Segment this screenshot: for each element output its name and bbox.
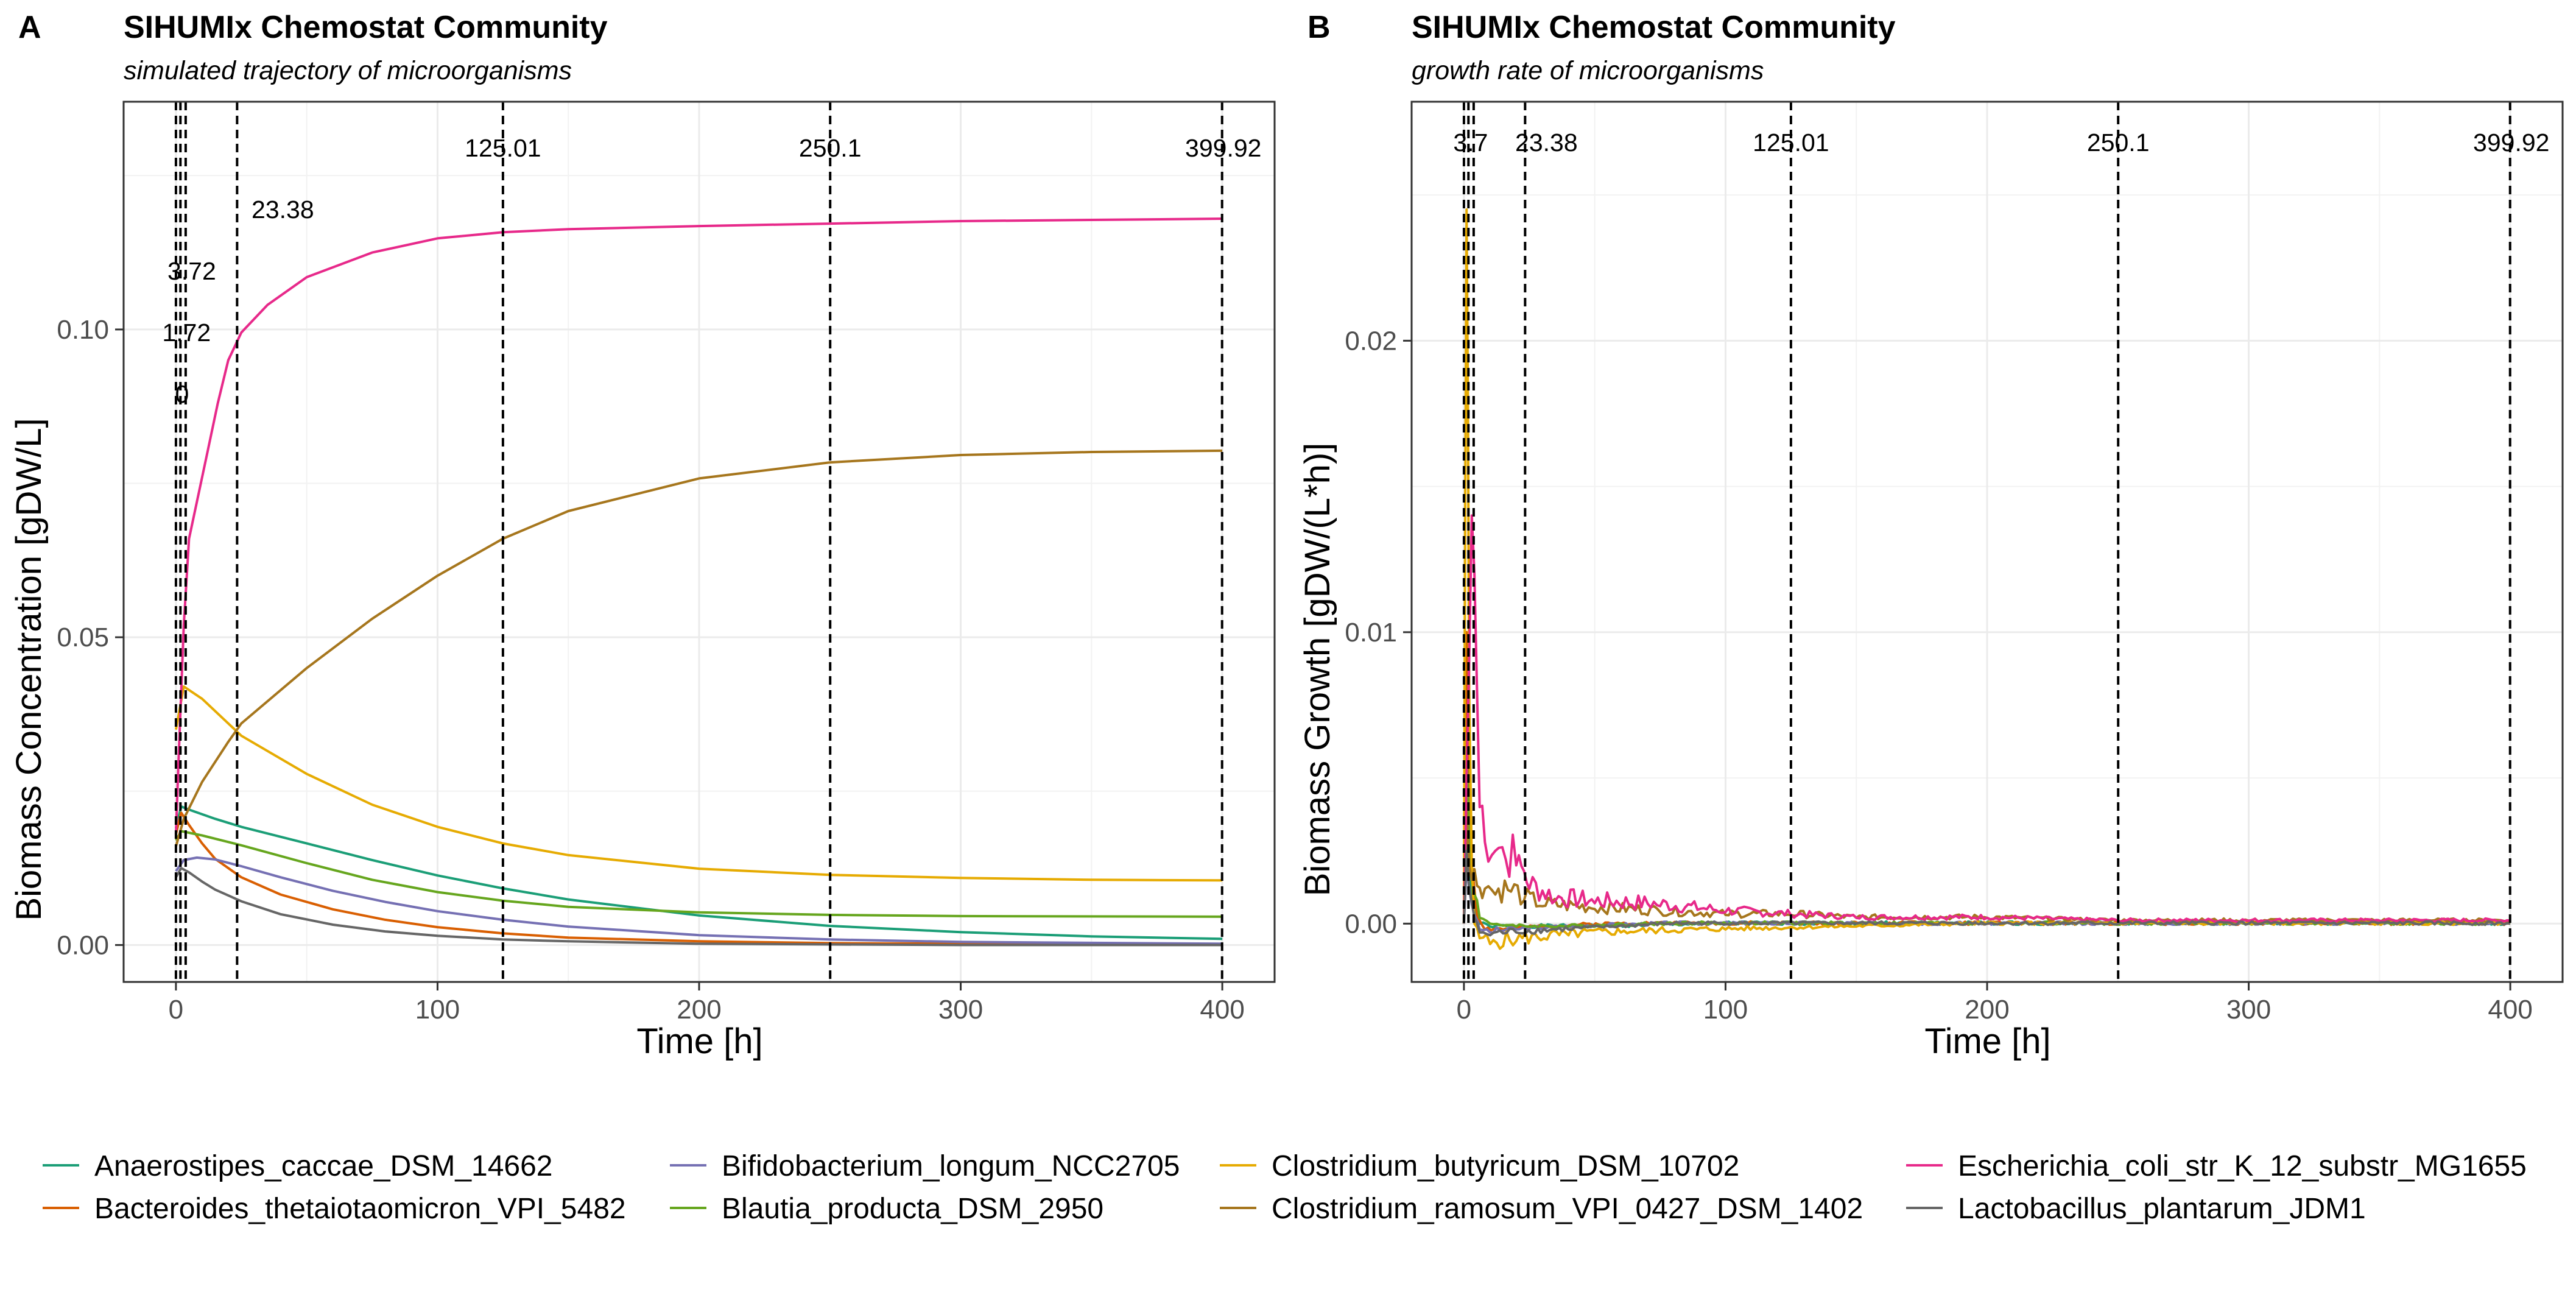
panel-b-letter: B: [1307, 10, 1331, 45]
panel-a-y-tick-label: 0.00: [57, 930, 109, 960]
panel-b-subtitle: growth rate of microorganisms: [1412, 56, 1764, 85]
panel-b-y-axis-title: Biomass Growth [gDW/(L*h)]: [1298, 443, 1337, 897]
legend-item: Clostridium_butyricum_DSM_10702: [1220, 1150, 1739, 1182]
panel-b-x-axis-title: Time [h]: [1924, 1022, 2050, 1061]
panel-b-vline-label: 250.1: [2087, 129, 2150, 157]
panel-b-x-tick-label: 100: [1703, 995, 1748, 1025]
panel-a-x-tick-label: 300: [938, 995, 983, 1025]
legend-label: Bacteroides_thetaiotaomicron_VPI_5482: [94, 1193, 626, 1225]
panel-a-series-line: [175, 856, 1223, 945]
panel-a-series-line: [174, 685, 1223, 882]
panel-a-y-axis-title: Biomass Concentration [gDW/L]: [9, 418, 49, 920]
panel-a-series-line: [174, 805, 1223, 941]
panel-b-title: SIHUMIx Chemostat Community: [1412, 10, 1896, 45]
panel-a-title: SIHUMIx Chemostat Community: [124, 10, 608, 45]
panel-b-y-tick-label: 0.01: [1345, 618, 1397, 648]
panel-a-plot: 01.723.7223.38125.01250.1399.92010020030…: [57, 101, 1276, 1025]
panel-a-vline-label: 250.1: [799, 134, 862, 162]
panel-b-vline-label: 399.92: [2473, 129, 2549, 157]
panel-b-series-line: [1462, 849, 2511, 937]
legend-label: Anaerostipes_caccae_DSM_14662: [94, 1150, 552, 1182]
legend-item: Bifidobacterium_longum_NCC2705: [670, 1150, 1180, 1182]
panel-b-x-tick-label: 200: [1965, 995, 2009, 1025]
panel-a-y-tick-label: 0.10: [57, 315, 109, 345]
panel-a-series-line: [174, 449, 1223, 847]
panel-b-vline-label: 23.38: [1515, 129, 1578, 157]
legend-label: Lactobacillus_plantarum_JDM1: [1958, 1193, 2366, 1225]
legend-label: Clostridium_butyricum_DSM_10702: [1272, 1150, 1739, 1182]
legend-item: Anaerostipes_caccae_DSM_14662: [43, 1150, 552, 1182]
legend-label: Bifidobacterium_longum_NCC2705: [722, 1150, 1180, 1182]
panel-b-x-tick-label: 400: [2488, 995, 2532, 1025]
panel-a-x-tick-label: 200: [677, 995, 721, 1025]
panel-a-vline-label: 23.38: [252, 196, 314, 224]
panel-a-subtitle: simulated trajectory of microorganisms: [124, 56, 572, 85]
legend-item: Escherichia_coli_str_K_12_substr_MG1655: [1906, 1150, 2527, 1182]
panel-b-vline-label: 125.01: [1753, 129, 1829, 157]
panel-b-y-tick-label: 0.02: [1345, 326, 1397, 356]
legend-item: Lactobacillus_plantarum_JDM1: [1906, 1193, 2366, 1225]
panel-a-x-tick-label: 0: [169, 995, 183, 1025]
panel-a-series-line: [175, 867, 1223, 947]
panel-b-x-tick-label: 0: [1457, 995, 1471, 1025]
panel-a-x-tick-label: 400: [1200, 995, 1244, 1025]
panel-a-vline-label: 3.72: [167, 257, 216, 285]
panel-a-vline-label: 0: [175, 380, 189, 408]
legend: Anaerostipes_caccae_DSM_14662 Bacteroide…: [43, 1150, 2527, 1225]
panel-b-y-tick-label: 0.00: [1345, 909, 1397, 939]
legend-label: Blautia_producta_DSM_2950: [722, 1193, 1103, 1225]
panel-a-x-axis-title: Time [h]: [636, 1022, 762, 1061]
legend-item: Clostridium_ramosum_VPI_0427_DSM_1402: [1220, 1193, 1863, 1225]
legend-item: Blautia_producta_DSM_2950: [670, 1193, 1103, 1225]
legend-label: Clostridium_ramosum_VPI_0427_DSM_1402: [1272, 1193, 1863, 1225]
panel-b-vline-label: 3.7: [1453, 129, 1488, 157]
panel-b-series-line: [1462, 514, 2511, 924]
panel-a-x-tick-label: 100: [415, 995, 460, 1025]
panel-b-plot: 3.7 23.38 125.01 250.1 399.92 0 100 200 300 400 0.…: [1345, 101, 2564, 1025]
panel-b-x-tick-label: 300: [2226, 995, 2271, 1025]
panel-a-vline-label: 399.92: [1185, 134, 1261, 162]
panel-a-y-tick-label: 0.05: [57, 623, 109, 652]
panel-a-vline-label: 125.01: [465, 134, 541, 162]
panel-a-letter: A: [18, 10, 41, 45]
legend-item: Bacteroides_thetaiotaomicron_VPI_5482: [43, 1193, 626, 1225]
legend-label: Escherichia_coli_str_K_12_substr_MG1655: [1958, 1150, 2527, 1182]
